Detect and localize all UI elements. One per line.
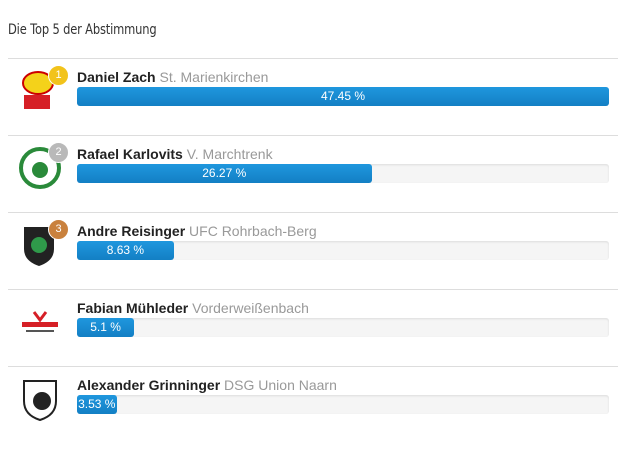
entry-row: 2 Rafael Karlovits V. Marchtrenk 26.27 % (8, 135, 618, 213)
entry-row: Fabian Mühleder Vorderweißenbach 5.1 % (8, 289, 618, 367)
progress-track: 3.53 % (77, 395, 609, 414)
percent-label: 3.53 % (78, 397, 116, 411)
player-name: Daniel Zach St. Marienkirchen (77, 69, 268, 85)
entry-row: Alexander Grinninger DSG Union Naarn 3.53… (8, 366, 618, 444)
progress-bar: 5.1 % (77, 318, 135, 337)
rank-badge: 2 (48, 142, 69, 163)
player-name: Alexander Grinninger DSG Union Naarn (77, 377, 337, 393)
percent-label: 26.27 % (202, 166, 247, 180)
player-name-text: Daniel Zach (77, 69, 156, 85)
entry-row: 1 Daniel Zach St. Marienkirchen 47.45 % (8, 58, 618, 136)
percent-label: 8.63 % (106, 243, 145, 257)
player-name: Rafael Karlovits V. Marchtrenk (77, 146, 273, 162)
rank-badge: 3 (48, 219, 69, 240)
percent-label: 47.45 % (320, 89, 366, 103)
title: Die Top 5 der Abstimmung (8, 22, 157, 38)
percent-label: 5.1 % (90, 320, 121, 334)
rank-badge: 1 (48, 65, 69, 86)
progress-bar: 26.27 % (77, 164, 372, 183)
club-name: V. Marchtrenk (186, 146, 273, 162)
progress-track: 47.45 % (77, 87, 609, 106)
progress-bar: 3.53 % (77, 395, 117, 414)
club-logo (18, 300, 62, 344)
club-name: DSG Union Naarn (224, 377, 337, 393)
progress-track: 5.1 % (77, 318, 609, 337)
club-logo (18, 377, 62, 422)
entry-row: 3 Andre Reisinger UFC Rohrbach-Berg 8.63 % (8, 212, 618, 290)
club-logo (18, 223, 62, 267)
club-name: Vorderweißenbach (192, 300, 309, 316)
club-name: UFC Rohrbach-Berg (189, 223, 317, 239)
club-name: St. Marienkirchen (159, 69, 269, 85)
progress-bar: 47.45 % (77, 87, 609, 106)
player-name: Fabian Mühleder Vorderweißenbach (77, 300, 309, 316)
progress-track: 8.63 % (77, 241, 609, 260)
player-name-text: Andre Reisinger (77, 223, 186, 239)
player-name: Andre Reisinger UFC Rohrbach-Berg (77, 223, 317, 239)
progress-bar: 8.63 % (77, 241, 174, 260)
player-name-text: Fabian Mühleder (77, 300, 189, 316)
player-name-text: Rafael Karlovits (77, 146, 183, 162)
progress-track: 26.27 % (77, 164, 609, 183)
club-logo (18, 69, 62, 113)
player-name-text: Alexander Grinninger (77, 377, 221, 393)
